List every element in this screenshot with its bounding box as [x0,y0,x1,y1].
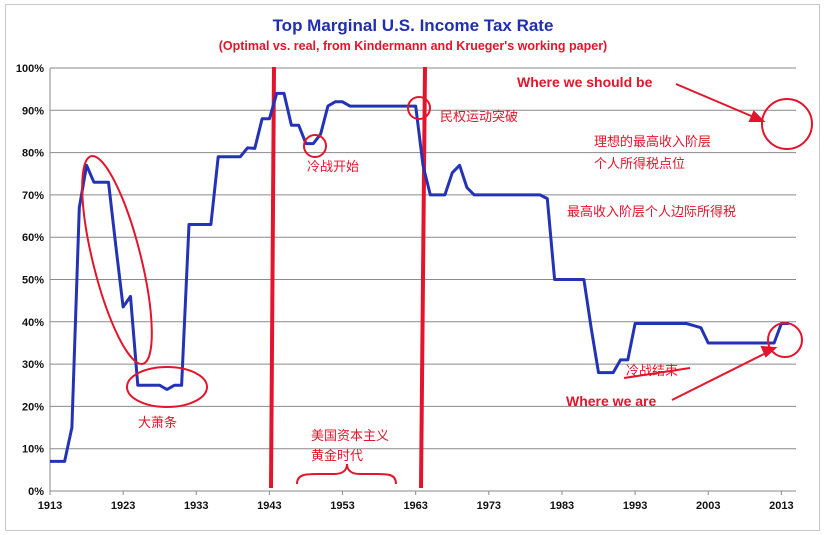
x-tick-label: 1993 [623,500,647,512]
y-tick-label: 30% [22,359,44,371]
highlight-wwi-peak [81,155,153,365]
x-tick-label: 1963 [403,500,427,512]
label-golden-age-1: 美国资本主义 [311,429,389,444]
highlight-we-are [767,322,803,358]
y-tick-label: 70% [22,190,44,202]
x-tick-label: 1973 [477,500,501,512]
arrow-should-be [675,83,757,119]
x-tick-label: 2003 [696,500,720,512]
highlight-depression [126,366,208,408]
label-civil-rights: 民权运动突破 [440,109,518,125]
x-tick-label: 1923 [111,500,135,512]
label-cold-war-start: 冷战开始 [307,160,359,175]
label-where-should-be: Where we should be [517,74,653,90]
y-tick-label: 90% [22,105,44,117]
x-tick-label: 1933 [184,500,208,512]
highlight-cold-war-start [303,134,327,158]
label-ideal-2: 个人所得税点位 [594,156,685,172]
x-tick-label: 1913 [38,500,62,512]
annotation-text: 大萧条 冷战开始 民权运动突破 美国资本主义 黄金时代 理想的最高收入阶层 个人… [138,74,736,464]
label-ideal-1: 理想的最高收入阶层 [594,134,711,150]
label-great-depression: 大萧条 [138,415,177,431]
golden-age-brace [296,463,397,485]
y-tick-label: 10% [22,444,44,456]
y-tick-label: 20% [22,401,44,413]
series-layer [50,91,789,463]
y-tick-label: 40% [22,317,44,329]
underline-cold-war-end [623,367,691,379]
annotation-shapes [81,83,813,485]
x-tick-label: 1953 [330,500,354,512]
y-tick-label: 80% [22,148,44,160]
y-tick-label: 50% [22,275,44,287]
y-tick-label: 0% [28,486,44,498]
chart-frame [5,4,820,531]
label-top-marginal: 最高收入阶层个人边际所得税 [567,204,736,220]
chart-subtitle: (Optimal vs. real, from Kindermann and K… [219,39,607,53]
highlight-should-be [761,98,813,150]
era-line-1963 [419,66,427,489]
era-line-1943 [269,66,276,489]
x-tick-label: 1983 [550,500,574,512]
x-tick-label: 2013 [769,500,793,512]
tick-labels: 0% 10% 20% 30% 40% 50% 60% 70% 80% 90% 100% 1913 192… [16,63,794,512]
arrow-we-are [671,351,769,401]
era-boundaries [269,66,427,489]
series-line [50,91,789,463]
arrow-should-be-head [748,110,766,122]
label-where-we-are: Where we are [566,393,656,409]
label-cold-war-end: 冷战结束 [626,364,678,379]
label-golden-age-2: 黄金时代 [311,448,363,464]
chart-title: Top Marginal U.S. Income Tax Rate [273,16,554,35]
y-tick-label: 100% [16,63,44,75]
arrow-we-are-head [760,345,778,358]
highlight-civil-rights [407,96,431,120]
y-tick-label: 60% [22,232,44,244]
x-tick-label: 1943 [257,500,281,512]
